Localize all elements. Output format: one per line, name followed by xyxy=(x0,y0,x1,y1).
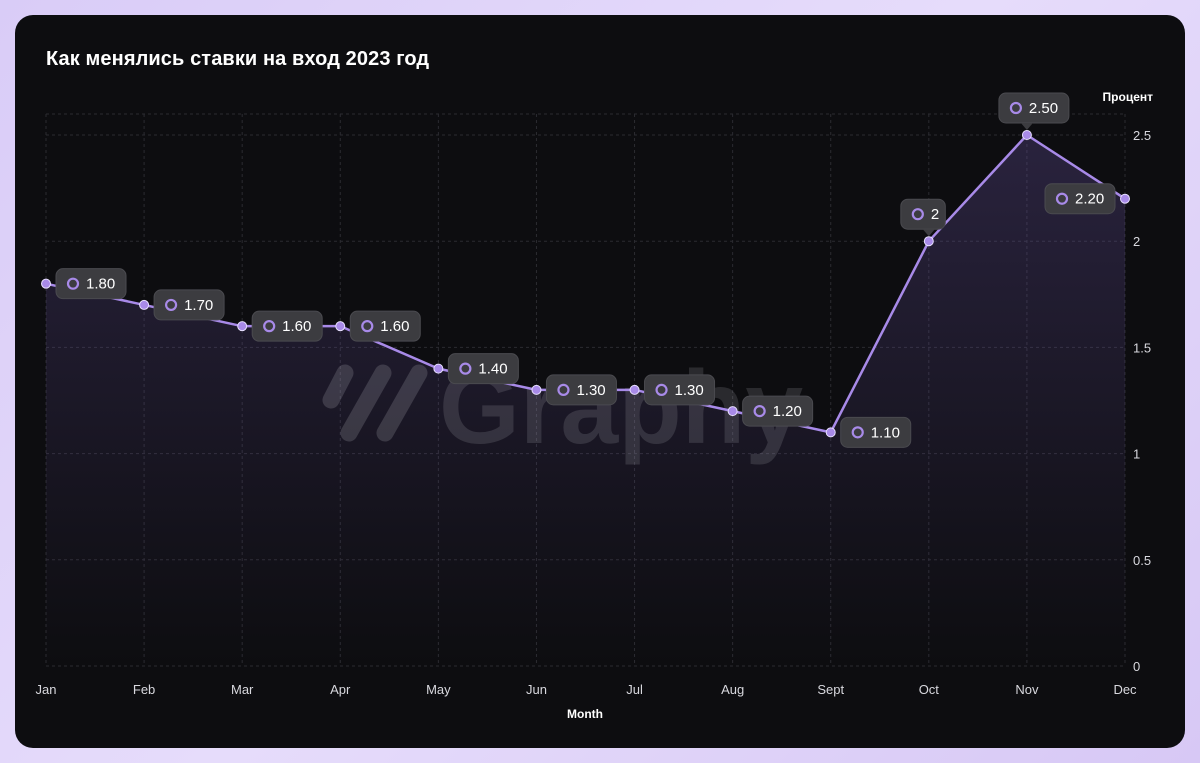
data-label-bg xyxy=(251,310,323,342)
data-label-bg xyxy=(998,92,1070,124)
data-point-nov[interactable] xyxy=(1021,130,1032,140)
y-tick-label: 1.5 xyxy=(1133,340,1151,355)
data-label-text: 1.30 xyxy=(576,382,605,399)
data-label-feb: 1.70 xyxy=(153,289,225,321)
x-tick-label: Nov xyxy=(1015,682,1039,697)
x-tick-label: Dec xyxy=(1113,682,1137,697)
data-label-marker-icon xyxy=(911,208,924,221)
data-label-text: 2.50 xyxy=(1029,100,1058,117)
data-label-bg xyxy=(55,268,127,300)
data-label-marker-icon xyxy=(263,320,276,333)
data-label-jun: 1.30 xyxy=(545,374,617,406)
data-label-bg xyxy=(1044,183,1116,215)
data-label-sept: 1.10 xyxy=(840,416,912,448)
data-point-feb[interactable] xyxy=(139,299,150,310)
x-tick-label: Jul xyxy=(626,682,643,697)
data-label-text: 1.10 xyxy=(871,424,900,441)
x-tick-label: Sept xyxy=(817,682,844,697)
data-label-marker-icon xyxy=(851,426,864,439)
data-label-text: 2.20 xyxy=(1075,191,1104,208)
data-label-nov: 2.50 xyxy=(998,92,1070,130)
data-labels: 1.80 1.70 1.60 1.60 1.40 1.30 1.30 1.20 1.10 2 2.5… xyxy=(55,92,1116,448)
data-label-text: 1.70 xyxy=(184,297,213,314)
data-label-text: 1.60 xyxy=(282,318,311,335)
x-tick-label: Jun xyxy=(526,682,547,697)
data-point-mar[interactable] xyxy=(237,321,248,332)
data-label-jan: 1.80 xyxy=(55,268,127,300)
y-tick-label: 2.5 xyxy=(1133,128,1151,143)
x-tick-label: Feb xyxy=(133,682,155,697)
data-point-may[interactable] xyxy=(433,363,444,374)
data-label-apr: 1.60 xyxy=(349,310,421,342)
data-point-jun[interactable] xyxy=(531,384,542,395)
data-label-pointer xyxy=(922,229,935,237)
data-label-bg xyxy=(545,374,617,406)
data-label-text: 1.30 xyxy=(675,382,704,399)
data-label-marker-icon xyxy=(1009,101,1023,115)
data-label-marker-icon xyxy=(66,277,80,290)
x-tick-label: Jan xyxy=(36,682,57,697)
line-chart: Graphy 1.801.701.60 1.601.401.30 1.301.201… xyxy=(36,90,1154,721)
data-label-marker-icon xyxy=(557,383,570,396)
y-tick-label: 2 xyxy=(1133,234,1140,249)
data-label-marker-icon xyxy=(1055,192,1069,205)
y-tick-label: 0.5 xyxy=(1133,553,1151,568)
data-label-jul: 1.30 xyxy=(644,374,716,406)
data-label-bg xyxy=(742,395,814,427)
x-axis-title: Month xyxy=(567,707,603,721)
data-label-bg xyxy=(349,310,421,342)
data-label-mar: 1.60 xyxy=(251,310,323,342)
data-label-bg xyxy=(153,289,225,321)
y-tick-label: 1 xyxy=(1133,447,1140,462)
data-label-bg xyxy=(840,416,912,448)
data-label-bg xyxy=(644,374,716,406)
data-point-aug[interactable] xyxy=(727,406,738,417)
data-point-dec[interactable] xyxy=(1120,193,1130,204)
x-tick-label: Mar xyxy=(231,682,254,697)
axes: Jan Feb Mar Apr May Jun Jul Aug Sept Oct Nov Dec 0 0.… xyxy=(36,90,1154,721)
x-tick-label: Apr xyxy=(330,682,351,697)
data-label-pointer xyxy=(1020,123,1033,130)
data-point-jul[interactable] xyxy=(629,384,640,395)
data-label-dec: 2.20 xyxy=(1044,183,1116,215)
data-point-jan[interactable] xyxy=(41,278,51,289)
graphy-logo-mark xyxy=(322,364,428,442)
data-label-marker-icon xyxy=(753,405,766,418)
data-label-text: 1.80 xyxy=(86,276,115,293)
x-tick-label: May xyxy=(426,682,451,697)
data-point-apr[interactable] xyxy=(335,321,346,332)
data-point-oct[interactable] xyxy=(923,236,934,247)
data-label-marker-icon xyxy=(361,320,374,333)
chart-title: Как менялись ставки на вход 2023 год xyxy=(46,48,430,70)
data-label-text: 1.20 xyxy=(773,403,802,420)
data-label-aug: 1.20 xyxy=(742,395,814,427)
y-tick-label: 0 xyxy=(1133,659,1140,674)
y-axis-title: Процент xyxy=(1103,90,1154,104)
data-points xyxy=(41,130,1130,438)
data-label-marker-icon xyxy=(655,383,668,396)
data-label-may: 1.40 xyxy=(447,353,519,385)
data-label-marker-icon xyxy=(459,362,472,375)
data-label-oct: 2 xyxy=(900,198,946,237)
data-label-marker-icon xyxy=(164,298,178,312)
data-label-bg xyxy=(447,353,519,385)
x-tick-label: Oct xyxy=(919,682,940,697)
x-tick-label: Aug xyxy=(721,682,744,697)
chart-card: Как менялись ставки на вход 2023 год Gra… xyxy=(15,15,1185,748)
data-label-text: 1.40 xyxy=(478,361,507,378)
data-point-sept[interactable] xyxy=(825,427,836,438)
data-label-text: 2 xyxy=(931,206,939,223)
data-label-text: 1.60 xyxy=(380,318,409,335)
